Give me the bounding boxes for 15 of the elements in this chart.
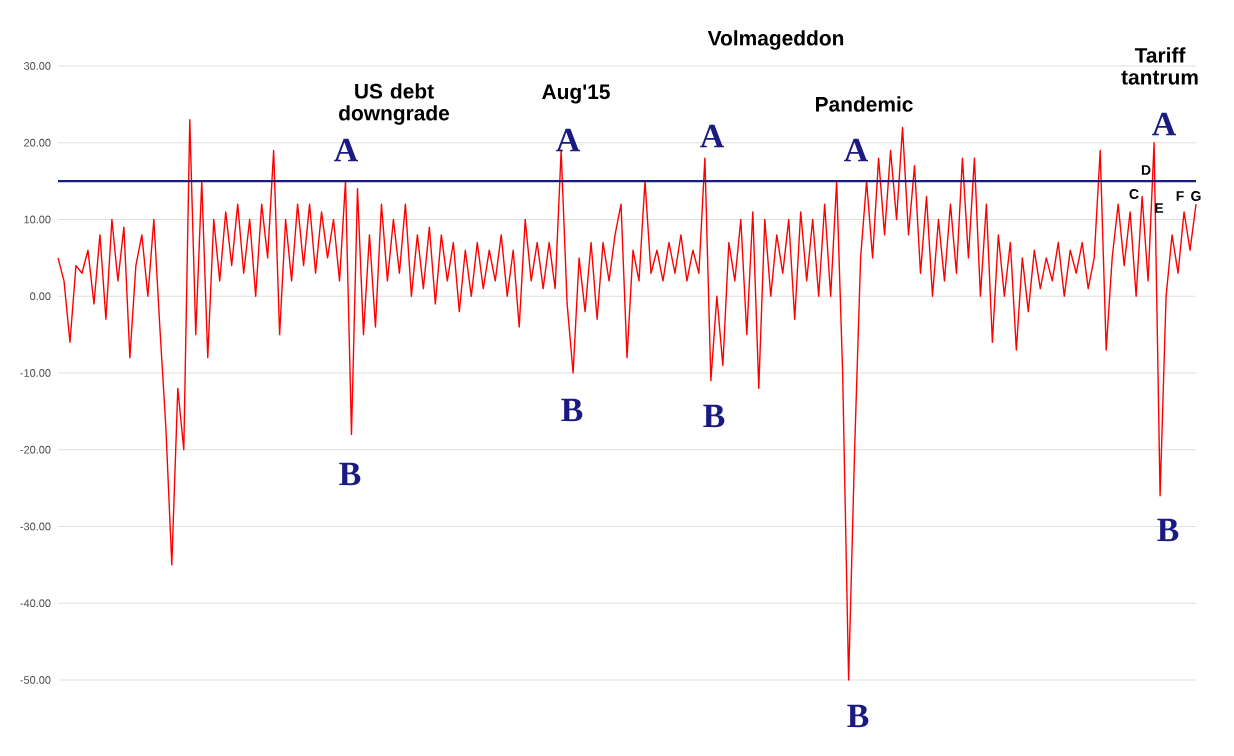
annotation: A (556, 128, 580, 152)
annotation: A (844, 138, 868, 162)
text: B (847, 704, 869, 728)
annotation: A (1152, 112, 1176, 136)
annotation: Pandemic (816, 96, 913, 112)
text: Volmageddon (707, 30, 844, 50)
annotation: A (334, 138, 358, 162)
annotation: Tariff tantrum (1121, 47, 1198, 85)
annotation: B (339, 462, 361, 486)
annotation: B (561, 398, 583, 422)
annotation: B (703, 404, 725, 428)
annotation: Aug'15 (542, 84, 610, 104)
annotation: A (700, 124, 724, 148)
annotation: US debt downgrade (339, 83, 450, 125)
annotation: B (1157, 518, 1179, 542)
